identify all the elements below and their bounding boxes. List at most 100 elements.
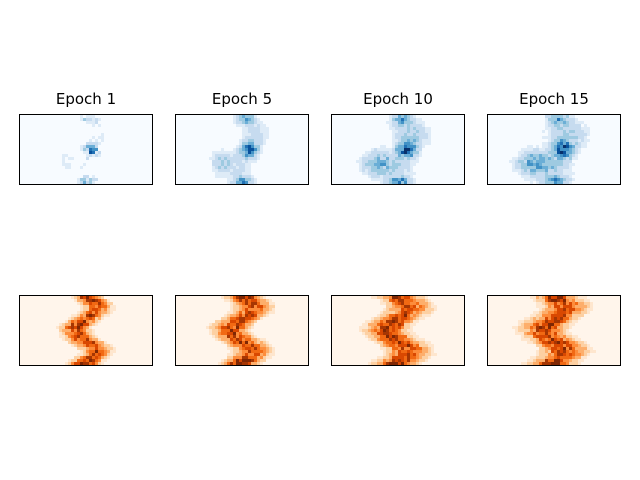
heatmap-cell <box>245 145 248 148</box>
heatmap-cell <box>107 308 110 311</box>
heatmap-cell <box>230 341 233 344</box>
heatmap-cell <box>560 350 563 353</box>
heatmap-cell <box>578 145 581 148</box>
heatmap-cell <box>401 181 404 184</box>
heatmap-cell <box>98 341 101 344</box>
heatmap-cell <box>80 347 83 350</box>
heatmap-canvas <box>509 115 590 184</box>
heatmap-cell <box>392 124 395 127</box>
heatmap-cell <box>389 323 392 326</box>
heatmap-cell <box>542 320 545 323</box>
heatmap-cell <box>401 124 404 127</box>
heatmap-cell <box>530 148 533 151</box>
heatmap-cell <box>554 341 557 344</box>
heatmap-cell <box>422 317 425 320</box>
heatmap-cell <box>422 136 425 139</box>
heatmap-cell <box>104 347 107 350</box>
heatmap-cell <box>566 329 569 332</box>
heatmap-cell <box>572 335 575 338</box>
heatmap-cell <box>587 139 590 142</box>
heatmap-cell <box>392 175 395 178</box>
heatmap-cell <box>410 362 413 365</box>
heatmap-cell <box>227 169 230 172</box>
heatmap-cell <box>551 133 554 136</box>
heatmap-cell <box>551 124 554 127</box>
heatmap-cell <box>536 341 539 344</box>
heatmap-cell <box>545 148 548 151</box>
heatmap-cell <box>371 359 374 362</box>
heatmap-cell <box>92 338 95 341</box>
heatmap-cell <box>410 335 413 338</box>
heatmap-cell <box>89 335 92 338</box>
heatmap-cell <box>389 338 392 341</box>
heatmap-cell <box>92 136 95 139</box>
heatmap-cell <box>248 359 251 362</box>
heatmap-cell <box>80 118 83 121</box>
heatmap-cell <box>410 311 413 314</box>
heatmap-cell <box>551 350 554 353</box>
heatmap-cell <box>236 121 239 124</box>
heatmap-cell <box>374 166 377 169</box>
heatmap-cell <box>227 154 230 157</box>
heatmap-cell <box>548 142 551 145</box>
heatmap-cell <box>233 169 236 172</box>
heatmap-cell <box>512 160 515 163</box>
heatmap-cell <box>266 130 269 133</box>
heatmap-cell <box>566 347 569 350</box>
heatmap-cell <box>392 136 395 139</box>
heatmap-cell <box>548 296 551 299</box>
heatmap-cell <box>569 320 572 323</box>
heatmap-cell <box>428 308 431 311</box>
heatmap-cell <box>95 148 98 151</box>
heatmap-cell <box>398 323 401 326</box>
heatmap-cell <box>404 323 407 326</box>
heatmap-cell <box>407 121 410 124</box>
heatmap-cell <box>551 317 554 320</box>
heatmap-cell <box>68 320 71 323</box>
heatmap-cell <box>566 121 569 124</box>
heatmap-canvas <box>209 115 269 184</box>
heatmap-cell <box>251 148 254 151</box>
heatmap-cell <box>239 121 242 124</box>
heatmap-cell <box>413 181 416 184</box>
heatmap-cell <box>71 329 74 332</box>
heatmap-cell <box>551 130 554 133</box>
heatmap-cell <box>401 145 404 148</box>
heatmap-cell <box>107 344 110 347</box>
heatmap-cell <box>563 178 566 181</box>
heatmap-cell <box>95 154 98 157</box>
heatmap-cell <box>77 335 80 338</box>
heatmap-cell <box>554 127 557 130</box>
heatmap-cell <box>545 151 548 154</box>
heatmap-cell <box>419 130 422 133</box>
heatmap-cell <box>269 311 272 314</box>
heatmap-cell <box>242 121 245 124</box>
heatmap-cell <box>401 296 404 299</box>
heatmap-cell <box>374 172 377 175</box>
heatmap-cell <box>551 172 554 175</box>
heatmap-cell <box>392 344 395 347</box>
heatmap-cell <box>548 124 551 127</box>
heatmap-cell <box>548 145 551 148</box>
heatmap-cell <box>215 326 218 329</box>
heatmap-cell <box>575 157 578 160</box>
heatmap-cell <box>422 305 425 308</box>
heatmap-cell <box>533 314 536 317</box>
heatmap-cell <box>572 133 575 136</box>
heatmap-cell <box>530 329 533 332</box>
heatmap-cell <box>377 151 380 154</box>
heatmap-cell <box>431 353 434 356</box>
heatmap-cell <box>425 344 428 347</box>
heatmap-cell <box>65 326 68 329</box>
heatmap-cell <box>101 353 104 356</box>
heatmap-cell <box>404 127 407 130</box>
heatmap-cell <box>230 160 233 163</box>
heatmap-cell <box>404 326 407 329</box>
heatmap-cell <box>248 124 251 127</box>
heatmap-cell <box>212 166 215 169</box>
heatmap-cell <box>521 172 524 175</box>
heatmap-cell <box>110 347 113 350</box>
heatmap-cell <box>239 163 242 166</box>
heatmap-cell <box>413 344 416 347</box>
heatmap-cell <box>248 157 251 160</box>
